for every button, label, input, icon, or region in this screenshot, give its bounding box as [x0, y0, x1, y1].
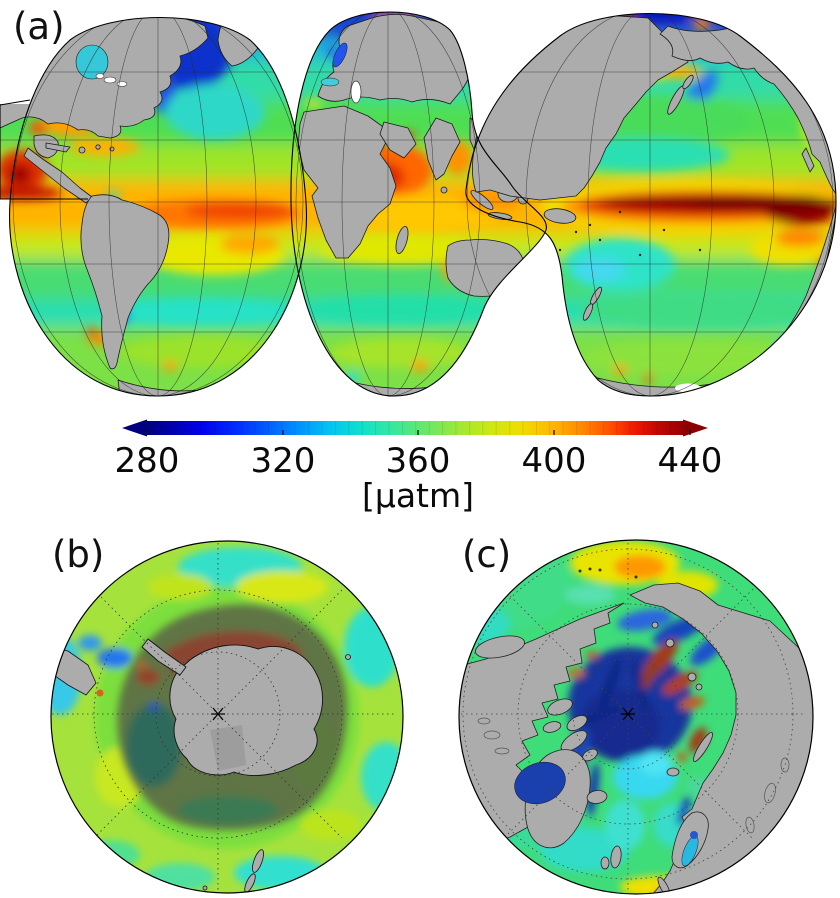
colorbar-tick-labels: 280 320 360 400 440	[115, 441, 723, 481]
panel-a-global-map	[0, 11, 837, 397]
panel-b-other-land	[51, 644, 351, 893]
panel-a-label: (a)	[13, 5, 65, 48]
colorbar-right-arrow	[683, 419, 708, 437]
tick-400: 400	[522, 441, 587, 481]
graticule-panel-a	[0, 12, 836, 396]
tick-360: 360	[386, 441, 451, 481]
tick-320: 320	[251, 441, 316, 481]
panel-b-frame	[50, 540, 404, 894]
coastal-hotspot	[96, 689, 104, 697]
panel-c-label: (c)	[462, 533, 512, 576]
panel-c-lakes	[477, 717, 790, 834]
colorbar-unit-label: [µatm]	[362, 476, 474, 515]
tick-440: 440	[658, 441, 723, 481]
panel-b-south-polar-map	[50, 540, 404, 894]
panel-c-bays	[514, 761, 699, 867]
colorbar-left-arrow	[122, 419, 147, 437]
panel-c-north-polar-map	[458, 539, 814, 895]
graticule-panel-c	[459, 540, 805, 892]
pole-marker-south	[211, 707, 225, 721]
tick-280: 280	[115, 441, 180, 481]
inland-waters	[75, 42, 701, 393]
antarctica-land	[141, 638, 323, 776]
lobe-outlines	[0, 11, 837, 397]
colorbar: 280 320 360 400 440 [µatm]	[115, 419, 723, 515]
pole-marker-north	[621, 707, 635, 721]
ross-shelf	[210, 725, 246, 771]
ocean-color-field	[0, 12, 836, 396]
colorbar-bar	[122, 419, 708, 437]
panel-b-label: (b)	[52, 533, 105, 576]
colorbar-tick-marks	[146, 430, 691, 435]
panel-c-frame	[458, 539, 814, 895]
